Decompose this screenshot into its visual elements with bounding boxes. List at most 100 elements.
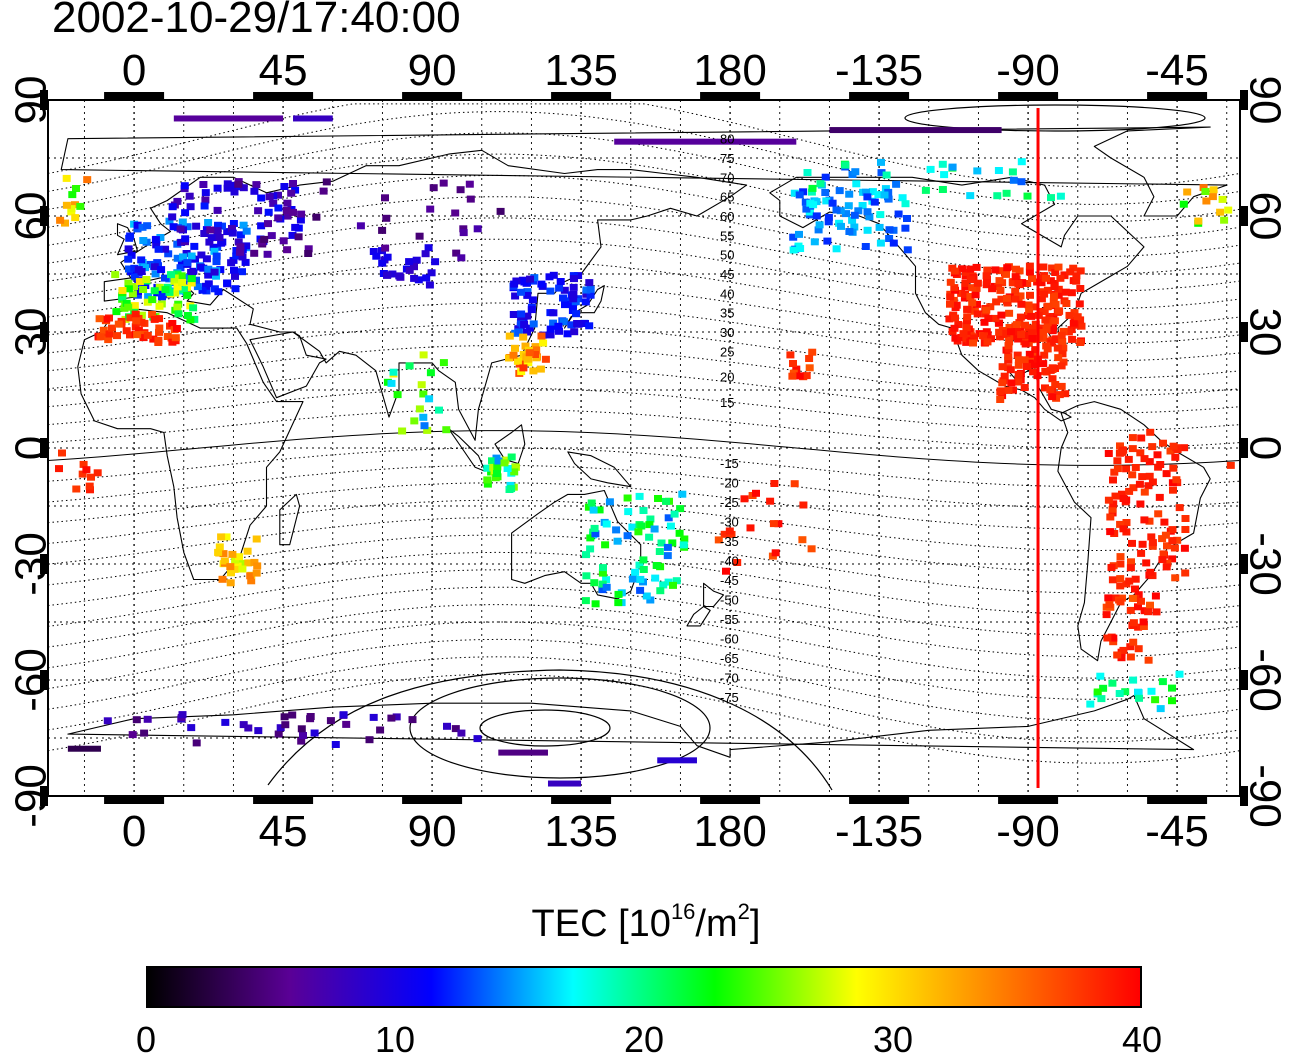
tec-point	[1171, 574, 1180, 582]
tec-point	[1156, 461, 1165, 468]
tec-point	[228, 181, 237, 189]
tec-point	[1007, 379, 1016, 387]
tec-point	[177, 259, 186, 267]
tec-point	[131, 310, 140, 318]
tec-point	[83, 176, 92, 184]
tec-point	[570, 275, 578, 283]
tec-point	[1002, 189, 1011, 197]
tec-point	[250, 249, 259, 257]
frame-tick	[402, 92, 463, 100]
tec-point	[165, 275, 174, 283]
tec-point	[511, 463, 520, 471]
tec-point	[1129, 676, 1138, 684]
tec-point	[1065, 311, 1074, 319]
frame-tick	[40, 786, 48, 806]
tec-point	[961, 283, 970, 291]
tec-point	[1113, 651, 1122, 659]
frame-tick	[253, 92, 314, 100]
tec-point	[614, 590, 623, 598]
tec-point	[168, 338, 177, 346]
tec-point	[672, 577, 681, 585]
tec-point	[148, 311, 157, 318]
tec-point	[176, 264, 185, 272]
tec-point	[655, 548, 664, 555]
tec-point	[1048, 327, 1057, 335]
tec-point	[980, 332, 988, 340]
contour-label: -25	[720, 495, 739, 510]
tec-point	[1027, 312, 1036, 320]
tec-point	[1224, 206, 1233, 214]
tec-point	[1017, 178, 1026, 186]
tec-point	[968, 284, 977, 292]
tec-point	[133, 225, 142, 233]
tec-point	[574, 272, 583, 280]
tec-point	[790, 189, 799, 197]
x-tick-bottom: 0	[122, 807, 146, 856]
tec-point	[1131, 575, 1140, 583]
tec-point	[178, 218, 187, 226]
tec-point	[201, 196, 210, 204]
tec-point	[961, 272, 970, 280]
tec-point	[585, 322, 594, 330]
tec-point	[1048, 321, 1057, 329]
coastline	[703, 582, 725, 608]
tec-point	[213, 227, 222, 235]
tec-point	[267, 232, 276, 240]
tec-point	[1134, 645, 1143, 653]
tec-point	[1109, 634, 1118, 642]
tec-point	[1137, 434, 1146, 442]
tec-point	[212, 258, 221, 266]
tec-point	[144, 293, 153, 301]
tec-point	[1169, 486, 1177, 494]
tec-point	[1125, 487, 1134, 495]
tec-point	[998, 363, 1007, 371]
x-tick-top: 180	[693, 46, 766, 95]
tec-point	[966, 276, 975, 284]
tec-point	[876, 239, 885, 247]
tec-point	[1180, 444, 1189, 452]
tec-point	[511, 292, 520, 300]
coastline	[60, 126, 1228, 217]
tec-point	[176, 225, 185, 233]
tec-point	[971, 291, 980, 299]
tec-point	[829, 127, 1002, 134]
tec-point	[903, 246, 912, 254]
tec-point	[509, 311, 518, 318]
tec-point	[289, 208, 297, 216]
tec-point	[858, 202, 867, 209]
tec-point	[581, 597, 590, 605]
tec-point	[581, 298, 590, 306]
tec-point	[456, 186, 465, 194]
tec-point	[523, 291, 532, 299]
tec-point	[582, 551, 590, 559]
tec-point	[1026, 291, 1034, 299]
tec-point	[546, 325, 555, 333]
tec-point	[239, 221, 248, 229]
x-tick-top: -45	[1145, 46, 1209, 95]
tec-point	[214, 288, 223, 296]
tec-point	[1044, 302, 1053, 310]
tec-point	[1116, 575, 1125, 583]
tec-point	[1144, 656, 1153, 664]
tec-point	[862, 188, 870, 196]
tec-point	[1059, 344, 1068, 352]
tec-point	[493, 463, 502, 471]
tec-point	[1057, 382, 1066, 390]
tec-point	[192, 739, 201, 747]
tec-point	[1153, 451, 1162, 459]
tec-point	[582, 572, 591, 580]
tec-point	[1148, 539, 1157, 547]
tec-point	[946, 278, 955, 286]
tec-point	[459, 229, 468, 237]
tec-point	[1134, 603, 1142, 611]
tec-point	[642, 592, 651, 600]
tec-point	[457, 254, 466, 262]
tec-point	[1159, 550, 1168, 558]
tec-point	[178, 279, 187, 286]
tec-point	[850, 223, 859, 231]
tec-point	[1121, 688, 1130, 696]
tec-point	[1056, 274, 1065, 282]
tec-point	[274, 204, 283, 212]
tec-point	[218, 575, 227, 583]
tec-point	[1048, 364, 1057, 372]
